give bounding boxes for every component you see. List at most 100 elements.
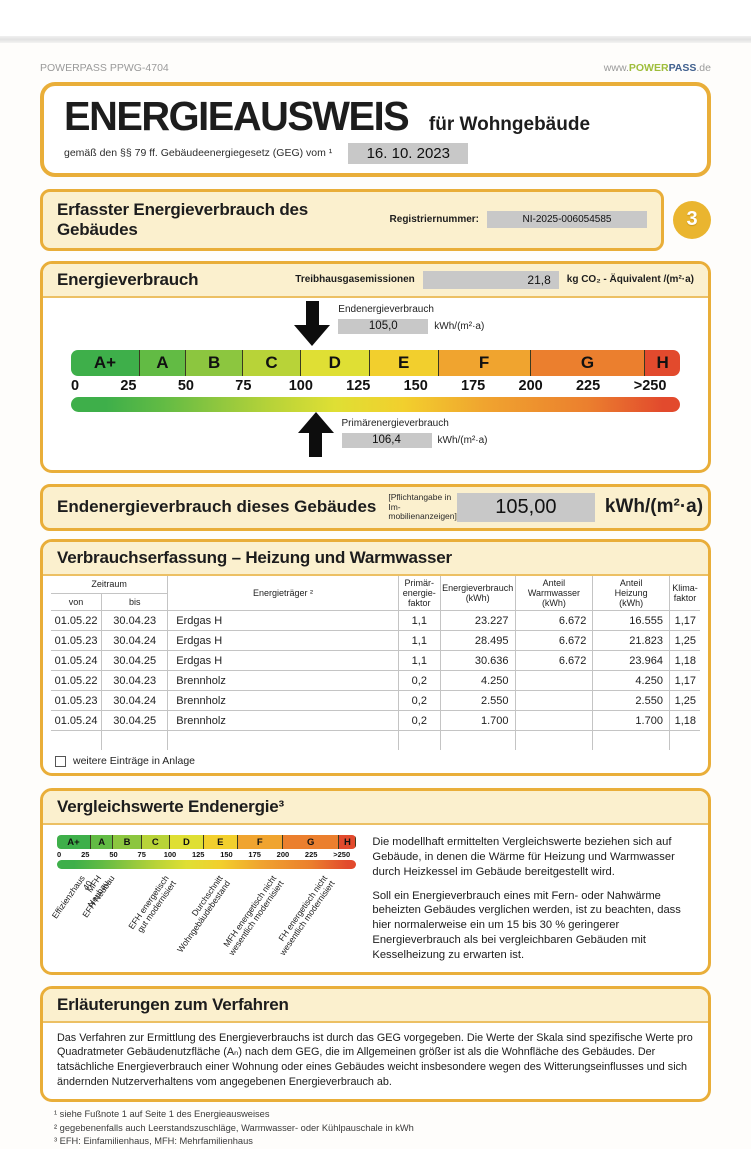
table-cell: 0,2 — [397, 690, 441, 712]
section-header-bar: Erfasster Energieverbrauch des Gebäudes … — [40, 188, 664, 251]
final-energy-title: Endenergieverbrauch dieses Gebäudes — [57, 497, 377, 517]
url-power-part: POWER — [628, 62, 669, 74]
table-cell: 1,18 — [668, 650, 701, 672]
col-klimafaktor: Klima- faktor — [668, 575, 701, 612]
table-cell: Brennholz — [167, 690, 399, 712]
comparison-scale: A+ A B C D E F G H 0 25 50 75 100 125 150 175 200 225 >250 — [57, 835, 357, 870]
energy-consumption-box: Energieverbrauch Treibhausgasemissionen … — [40, 260, 711, 473]
table-cell: 30.04.24 — [101, 630, 169, 652]
table-row: 01.05.22 30.04.23 Brennholz 0,2 4.250 4.250 1,… — [50, 670, 701, 692]
comparison-paragraph-2: Soll ein Energieverbrauch eines mit Fern… — [372, 889, 681, 961]
table-cell: 1.700 — [439, 710, 516, 732]
table-cell: 4.250 — [592, 670, 670, 692]
scale-grade-G: G — [530, 349, 646, 376]
scale-tick-225: 225 — [304, 850, 318, 860]
comparison-title: Vergleichswerte Endenergie³ — [57, 797, 285, 817]
table-cell: 1,1 — [397, 630, 441, 652]
table-cell: 0,2 — [397, 710, 441, 732]
table-row: 01.05.24 30.04.25 Erdgas H 1,1 30.636 6.672 23… — [50, 650, 701, 672]
table-row: 01.05.23 30.04.24 Erdgas H 1,1 28.495 6.672 21… — [50, 630, 701, 652]
meta-row: POWERPASS PPWG-4704 www.POWERPASS.de — [40, 59, 711, 74]
scale-tick-0: 0 — [71, 377, 80, 394]
comparison-label: EFH energetisch gut modernisiert — [126, 873, 179, 935]
scale-tick-25: 25 — [81, 850, 90, 860]
photo-top-margin — [0, 0, 751, 36]
more-entries-row: weitere Einträge in Anlage — [43, 750, 708, 773]
final-energy-bar: Endenergieverbrauch dieses Gebäudes [Pfl… — [40, 483, 711, 532]
col-energieverbrauch: Energieverbrauch (kWh) — [439, 575, 516, 612]
page-top-edge — [0, 36, 751, 43]
scale-grade-E: E — [369, 349, 439, 376]
scale-grade-C: C — [243, 349, 301, 376]
table-cell — [514, 730, 594, 751]
scale-tick-25: 25 — [120, 377, 137, 394]
mandatory-note: [Pflichtangabe in Im- mobilienanzeigen] — [388, 491, 457, 522]
scale-grade-A+: A+ — [57, 835, 91, 850]
law-reference: gemäß den §§ 79 ff. Gebäudeenergiegesetz… — [64, 147, 333, 160]
scale-grade-A: A — [139, 349, 186, 376]
scale-tick-75: 75 — [137, 850, 146, 860]
scale-grade-F: F — [237, 835, 283, 850]
scale-tick-150: 150 — [220, 850, 233, 860]
url-pass-part: PASS — [668, 62, 697, 74]
table-row: 01.05.23 30.04.24 Brennholz 0,2 2.550 2.550 1,… — [50, 690, 701, 712]
table-cell: 01.05.22 — [50, 610, 103, 632]
scale-grade-A: A — [90, 835, 114, 850]
title-box: ENERGIEAUSWEIS für Wohngebäude gemäß den… — [40, 82, 711, 177]
table-cell — [592, 730, 670, 751]
scale-tick-150: 150 — [403, 377, 428, 394]
table-cell: 1,25 — [668, 690, 701, 712]
more-entries-checkbox — [55, 755, 66, 767]
table-cell: 01.05.22 — [50, 670, 103, 692]
consumption-table-box: Verbrauchserfassung – Heizung und Warmwa… — [40, 539, 711, 777]
comparison-scale-gradient — [57, 860, 357, 870]
table-row — [50, 730, 701, 751]
table-cell — [439, 730, 516, 751]
scale-tick-100: 100 — [288, 377, 313, 394]
energy-consumption-title: Energieverbrauch — [57, 269, 199, 289]
scale-tick-50: 50 — [109, 850, 118, 860]
issue-date: 16. 10. 2023 — [348, 142, 469, 164]
table-cell: 2.550 — [439, 690, 516, 712]
table-cell — [668, 730, 701, 751]
explanation-text: Das Verfahren zur Ermittlung des Energie… — [57, 1031, 693, 1088]
scale-grade-A+: A+ — [71, 349, 140, 376]
scale-tick-75: 75 — [235, 377, 252, 394]
col-anteil-heizung: Anteil Heizung (kWh) — [592, 575, 670, 612]
scale-grade-E: E — [203, 835, 238, 850]
scale-tick-175: 175 — [248, 850, 261, 860]
scale-tick-125: 125 — [346, 377, 371, 394]
scale-grade-C: C — [141, 835, 170, 850]
table-cell: Erdgas H — [167, 650, 399, 672]
table-cell: Brennholz — [167, 710, 399, 732]
table-cell: Erdgas H — [167, 610, 399, 632]
document-subtitle: für Wohngebäude — [428, 114, 591, 135]
table-cell: 30.04.25 — [101, 710, 169, 732]
table-cell — [514, 690, 594, 712]
col-energietraeger: Energieträger ² — [167, 575, 399, 612]
table-cell: 6.672 — [514, 610, 594, 632]
energy-scale: A+ A B C D E F G H 0 25 50 75 100 125 150 175 200 225 >250 — [71, 349, 680, 412]
table-cell — [50, 730, 103, 751]
table-cell: 6.672 — [514, 650, 594, 672]
table-cell: 30.04.24 — [101, 690, 169, 712]
ghg-value: 21,8 — [422, 270, 559, 289]
end-energy-arrow-icon — [294, 300, 331, 346]
table-cell: Erdgas H — [167, 630, 399, 652]
primary-energy-marker-label: Primärenergieverbrauch 106,4 kWh/(m²·a) — [341, 417, 488, 448]
table-cell: 4.250 — [439, 670, 516, 692]
scale-tick-0: 0 — [57, 850, 62, 860]
table-cell: 01.05.23 — [50, 630, 103, 652]
primary-energy-value: 106,4 — [341, 432, 432, 448]
scale-grade-H: H — [645, 349, 680, 376]
scale-tick-175: 175 — [461, 377, 486, 394]
scale-grade-D: D — [300, 349, 370, 376]
table-cell: 1,25 — [668, 630, 701, 652]
col-anteil-warmwasser: Anteil Warmwasser (kWh) — [514, 575, 594, 612]
scale-grade-D: D — [169, 835, 204, 850]
table-row: 01.05.24 30.04.25 Brennholz 0,2 1.700 1.700 1,… — [50, 710, 701, 732]
footnotes: ¹ siehe Fußnote 1 auf Seite 1 des Energi… — [54, 1108, 711, 1148]
explanation-box: Erläuterungen zum Verfahren Das Verfahre… — [40, 985, 711, 1103]
table-cell: 1.700 — [592, 710, 670, 732]
registration-label: Registriernummer: — [389, 214, 479, 226]
